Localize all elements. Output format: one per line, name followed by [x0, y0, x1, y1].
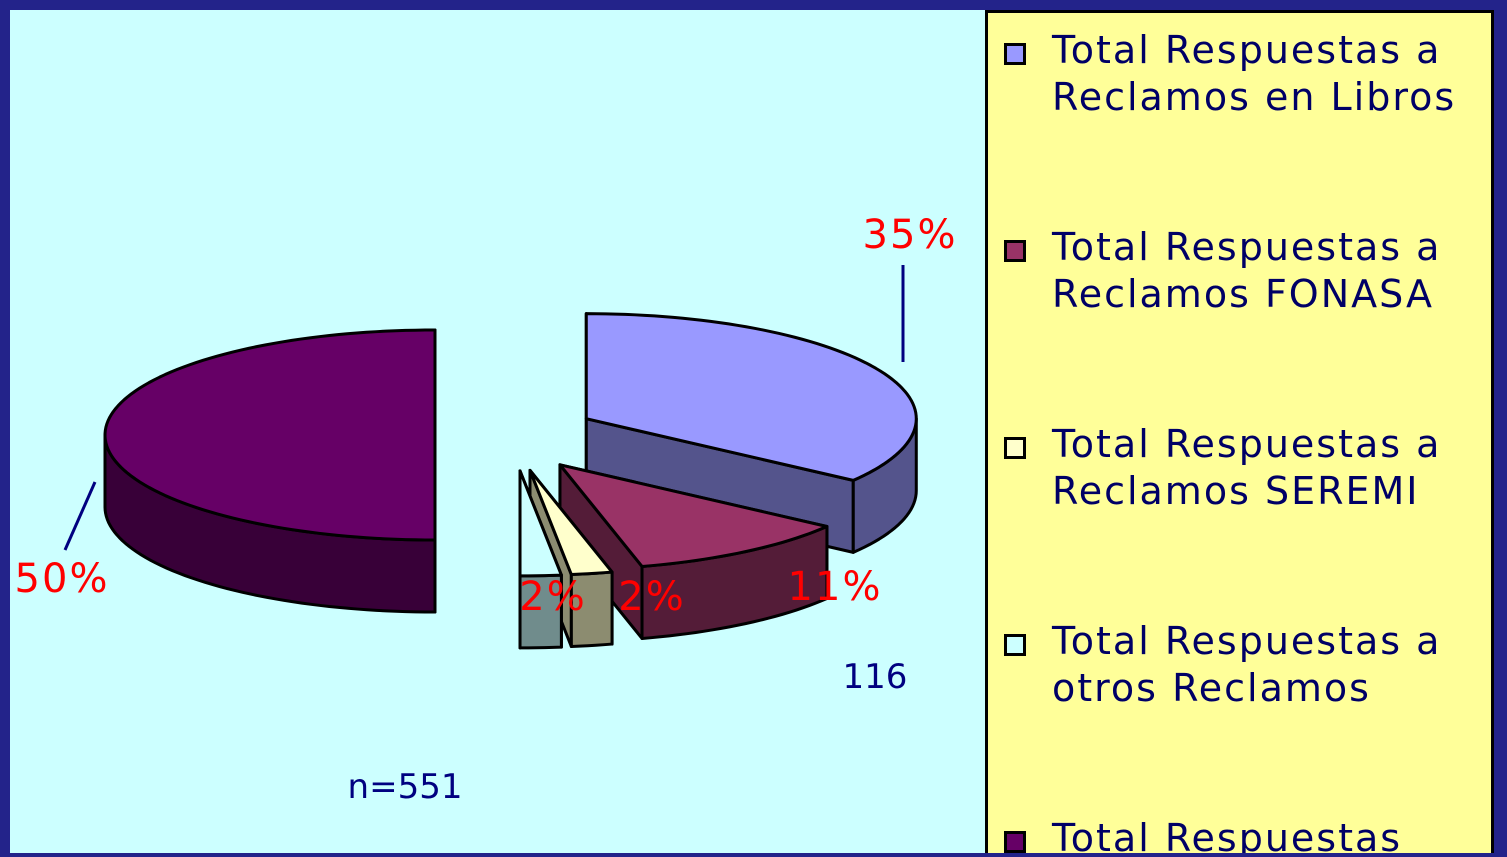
legend-label: Total Respuestas a Reclamos FONASA [1052, 225, 1442, 316]
slice [518, 469, 563, 578]
slice [103, 328, 437, 542]
legend-swatch [1004, 831, 1026, 853]
data-label: 50% [15, 556, 110, 602]
legend-label: Total Respuestas a Reclamos en Libros [1052, 28, 1457, 119]
legend-swatch [1004, 437, 1026, 459]
data-label: 35% [863, 212, 958, 258]
annotation: n=551 [348, 767, 463, 807]
annotation: 116 [843, 657, 908, 697]
legend: Total Respuestas a Reclamos en Libros Tot… [985, 10, 1494, 853]
slice [528, 468, 614, 577]
data-label: 2% [519, 574, 586, 620]
legend-label: Total Respuestas a otros Reclamos [1052, 619, 1442, 710]
slice [584, 312, 918, 482]
legend-swatch [1004, 240, 1026, 262]
data-label: 11% [788, 564, 883, 610]
data-label: 2% [618, 574, 685, 620]
plot-area: 35% 11% 2% 2% 50% 116 n=551 [10, 10, 985, 853]
slice [558, 463, 829, 568]
legend-swatch [1004, 43, 1026, 65]
leader-line [63, 481, 97, 551]
legend-label: Total Respuestas a Reclamos SEREMI [1052, 422, 1442, 513]
legend-label: Total Respuestas [1052, 816, 1403, 853]
chart: 35% 11% 2% 2% 50% 116 n=551 [15, 212, 958, 807]
legend-swatch [1004, 634, 1026, 656]
